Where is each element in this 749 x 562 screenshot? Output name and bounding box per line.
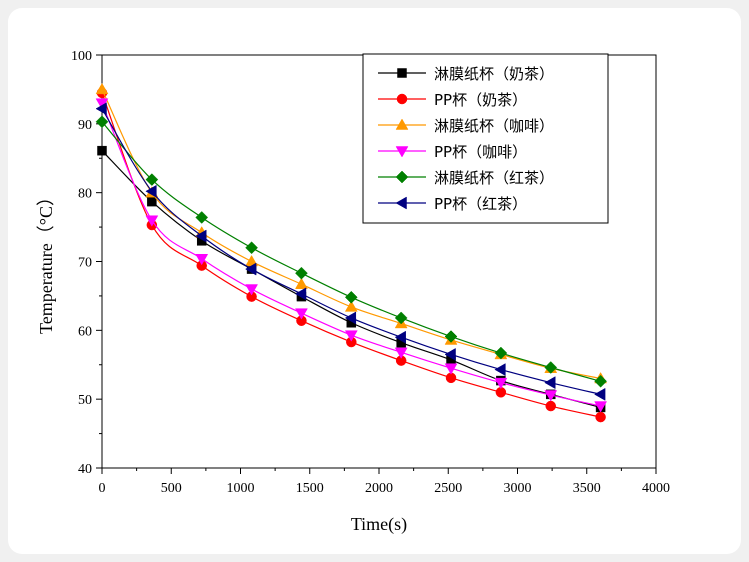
data-point <box>344 330 358 342</box>
y-axis: 40 50 60 70 80 90 100 <box>71 49 102 477</box>
x-axis: 0 500 1000 1500 2000 2500 3000 3500 4000 <box>99 468 670 496</box>
x-tick-label: 500 <box>161 481 182 496</box>
x-tick-label: 4000 <box>642 481 670 496</box>
data-point <box>545 400 556 412</box>
legend-label: PP杯（奶茶） <box>434 91 527 109</box>
y-tick-label: 50 <box>78 393 92 408</box>
data-point <box>444 330 458 343</box>
data-point <box>245 284 259 296</box>
x-tick-label: 2000 <box>365 481 393 496</box>
data-point <box>294 287 307 301</box>
x-tick-label: 2500 <box>434 481 462 496</box>
data-point <box>145 184 157 198</box>
data-point <box>195 211 209 224</box>
legend-label: PP杯（咖啡） <box>434 143 527 161</box>
data-point <box>245 241 258 255</box>
data-point <box>145 215 159 227</box>
data-point <box>147 196 157 207</box>
y-axis-label: Temperature（°C） <box>36 188 56 334</box>
data-point <box>394 311 408 325</box>
legend-marker <box>395 118 409 130</box>
x-tick-label: 3000 <box>504 481 532 496</box>
data-point <box>344 290 358 304</box>
legend-marker <box>397 68 407 78</box>
x-tick-label: 1500 <box>296 481 324 496</box>
data-point <box>444 347 456 361</box>
data-point <box>494 377 508 390</box>
series-6 <box>95 102 606 401</box>
data-point <box>594 374 607 388</box>
x-tick-label: 1000 <box>227 481 255 496</box>
data-point <box>544 361 558 374</box>
legend-label: PP杯（红茶） <box>434 195 527 213</box>
x-axis-label: Time(s) <box>351 514 407 535</box>
series-line <box>101 102 601 407</box>
x-tick-label: 0 <box>99 481 106 496</box>
y-tick-label: 100 <box>71 49 92 64</box>
data-point <box>295 308 308 320</box>
data-point <box>595 411 606 423</box>
data-point <box>344 311 357 325</box>
data-point <box>394 347 408 359</box>
chart-card: 0 500 1000 1500 2000 2500 3000 3500 4000 40 50 60 7… <box>8 8 741 554</box>
y-tick-label: 80 <box>78 187 92 202</box>
legend-label: 淋膜纸杯（奶茶） <box>434 65 554 83</box>
data-point <box>594 387 606 401</box>
data-point <box>145 173 159 186</box>
legend-marker <box>395 170 409 184</box>
series-line <box>101 89 601 380</box>
legend-label: 淋膜纸杯（红茶） <box>434 169 554 187</box>
series-layer <box>95 82 608 423</box>
data-point <box>544 390 558 402</box>
data-point <box>394 330 406 344</box>
legend-marker <box>396 93 408 105</box>
y-tick-label: 90 <box>78 118 92 133</box>
data-point <box>444 363 458 375</box>
data-point <box>97 145 107 156</box>
legend-marker <box>395 196 407 210</box>
data-point <box>195 253 209 266</box>
y-tick-label: 70 <box>78 256 92 271</box>
data-point <box>494 346 508 360</box>
y-tick-label: 60 <box>78 324 92 339</box>
data-point <box>95 82 109 95</box>
data-point <box>344 300 358 312</box>
data-point <box>494 363 506 376</box>
y-tick-label: 40 <box>78 462 92 477</box>
line-chart: 0 500 1000 1500 2000 2500 3000 3500 4000 40 50 60 7… <box>36 49 670 535</box>
series-5 <box>95 115 607 388</box>
series-line <box>101 92 601 418</box>
legend: 淋膜纸杯（奶茶） PP杯（奶茶） 淋膜纸杯（咖啡） PP杯（咖啡） 淋膜纸杯（红茶） PP… <box>362 53 609 224</box>
data-point <box>594 401 608 413</box>
data-point <box>295 266 308 280</box>
data-point <box>95 102 107 116</box>
data-point <box>295 277 308 289</box>
legend-marker <box>395 146 409 158</box>
data-point <box>544 376 556 390</box>
legend-label: 淋膜纸杯（咖啡） <box>434 117 554 135</box>
legend-box <box>362 53 609 224</box>
data-point <box>95 115 109 129</box>
data-point <box>195 229 207 243</box>
x-tick-label: 3500 <box>573 481 601 496</box>
series-4 <box>95 98 608 413</box>
data-point <box>245 262 257 276</box>
